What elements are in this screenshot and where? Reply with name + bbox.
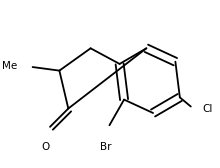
Text: O: O [42, 142, 50, 152]
Text: Me: Me [2, 61, 17, 71]
Text: Br: Br [101, 142, 112, 152]
Text: Cl: Cl [202, 103, 213, 114]
